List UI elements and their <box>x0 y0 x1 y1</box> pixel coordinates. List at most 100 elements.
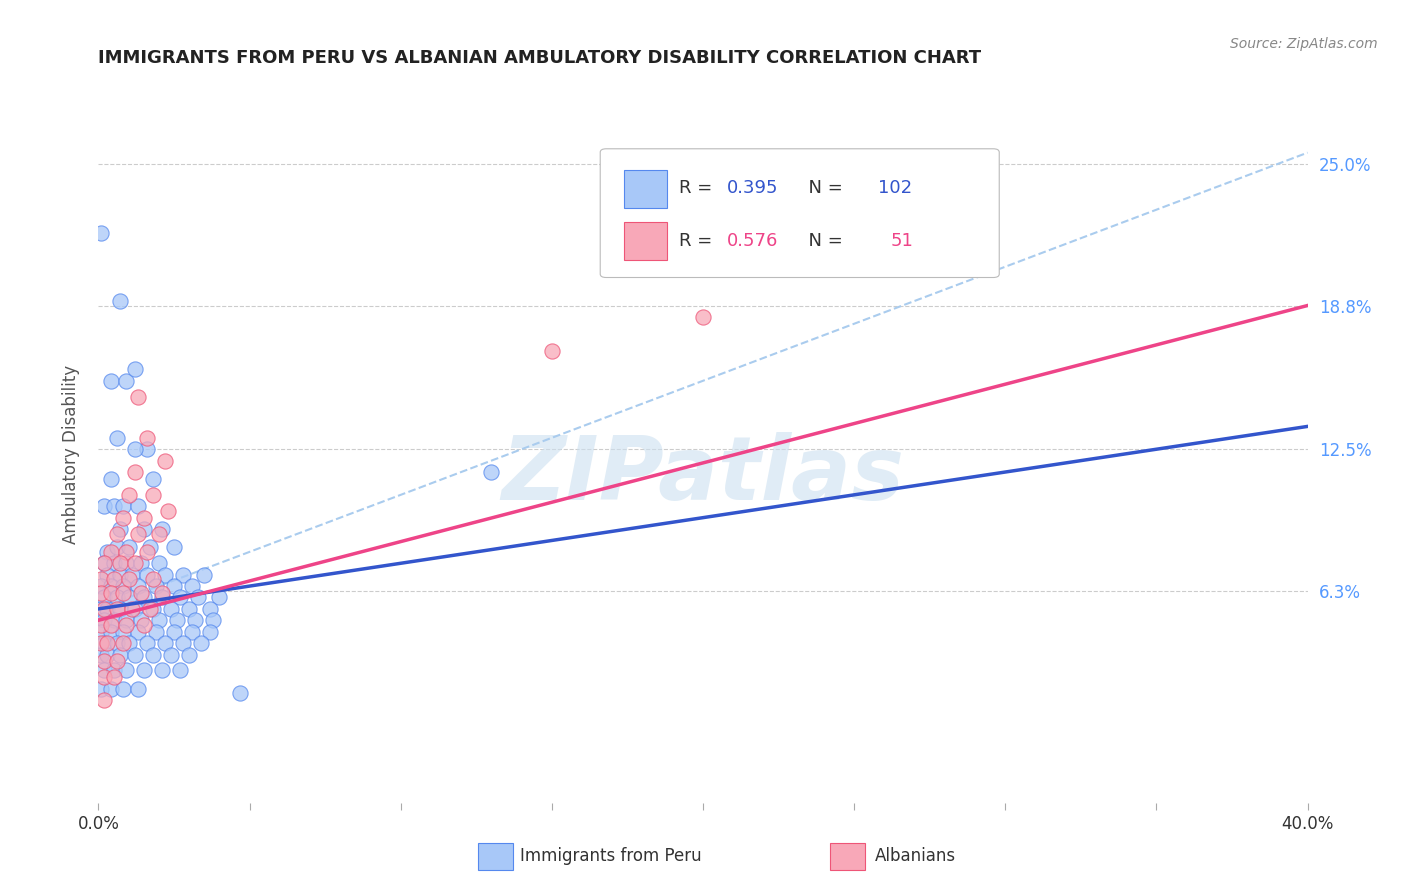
Point <box>100 545 122 559</box>
Point <box>90 602 112 616</box>
Point <box>692 310 714 324</box>
Point <box>108 293 131 308</box>
Point <box>179 602 201 616</box>
Point <box>127 526 149 541</box>
Point <box>90 226 112 240</box>
Point <box>105 636 128 650</box>
Point <box>108 567 131 582</box>
Point <box>105 526 128 541</box>
Point <box>139 602 162 616</box>
Point <box>111 586 134 600</box>
Point <box>103 500 125 514</box>
Point <box>150 586 173 600</box>
Point <box>93 670 115 684</box>
Bar <box>624 222 666 260</box>
Point <box>124 602 146 616</box>
Point <box>90 618 112 632</box>
Point <box>118 488 141 502</box>
Y-axis label: Ambulatory Disability: Ambulatory Disability <box>62 366 80 544</box>
Text: R =: R = <box>679 179 718 197</box>
Point <box>103 613 125 627</box>
Text: 51: 51 <box>890 232 914 250</box>
Point <box>166 613 188 627</box>
Point <box>100 624 122 639</box>
Point <box>114 374 136 388</box>
Point <box>93 556 115 570</box>
Point <box>100 618 122 632</box>
Point <box>129 613 152 627</box>
Point <box>96 545 118 559</box>
Point <box>148 613 170 627</box>
Point <box>153 453 176 467</box>
Point <box>132 591 155 605</box>
Text: Source: ZipAtlas.com: Source: ZipAtlas.com <box>1230 37 1378 52</box>
Point <box>90 572 112 586</box>
Point <box>540 344 562 359</box>
Point <box>172 636 194 650</box>
Point <box>169 591 191 605</box>
Point <box>93 613 115 627</box>
Point <box>100 374 122 388</box>
Point <box>208 591 231 605</box>
Point <box>124 465 146 479</box>
Point <box>132 664 155 678</box>
Point <box>124 556 146 570</box>
Point <box>124 442 146 457</box>
Text: 0.395: 0.395 <box>727 179 779 197</box>
Point <box>150 664 173 678</box>
Point <box>108 648 131 662</box>
Point <box>142 602 165 616</box>
Point <box>200 624 222 639</box>
Point <box>96 567 118 582</box>
Point <box>181 579 204 593</box>
Point <box>202 613 225 627</box>
Point <box>153 636 176 650</box>
Point <box>142 472 165 486</box>
Point <box>111 681 134 696</box>
Text: 0.576: 0.576 <box>727 232 779 250</box>
Point <box>105 431 128 445</box>
Point <box>184 613 207 627</box>
Point <box>114 556 136 570</box>
Point <box>187 591 209 605</box>
Point <box>132 522 155 536</box>
Point <box>121 567 143 582</box>
Point <box>103 572 125 586</box>
Point <box>163 541 186 555</box>
Point <box>124 648 146 662</box>
Point <box>193 567 215 582</box>
Point <box>172 567 194 582</box>
Point <box>100 472 122 486</box>
Point <box>93 556 115 570</box>
Point <box>142 488 165 502</box>
Point <box>127 624 149 639</box>
Point <box>200 602 222 616</box>
Point <box>132 510 155 524</box>
Text: Albanians: Albanians <box>875 847 956 865</box>
Point <box>100 681 122 696</box>
Point <box>118 572 141 586</box>
Point <box>100 579 122 593</box>
Point <box>114 613 136 627</box>
Point <box>90 586 112 600</box>
Point <box>160 648 183 662</box>
Point <box>190 636 212 650</box>
Point <box>100 586 122 600</box>
Point <box>111 636 134 650</box>
Point <box>114 664 136 678</box>
Point <box>108 522 131 536</box>
Point <box>96 602 118 616</box>
Point <box>145 624 167 639</box>
Point <box>163 624 186 639</box>
Point <box>129 556 152 570</box>
Point <box>156 504 179 518</box>
Point <box>93 500 115 514</box>
Point <box>181 624 204 639</box>
Point <box>127 681 149 696</box>
Point <box>90 624 112 639</box>
Point <box>481 465 503 479</box>
Text: Immigrants from Peru: Immigrants from Peru <box>520 847 702 865</box>
Point <box>169 664 191 678</box>
FancyBboxPatch shape <box>600 149 1000 277</box>
Point <box>105 541 128 555</box>
